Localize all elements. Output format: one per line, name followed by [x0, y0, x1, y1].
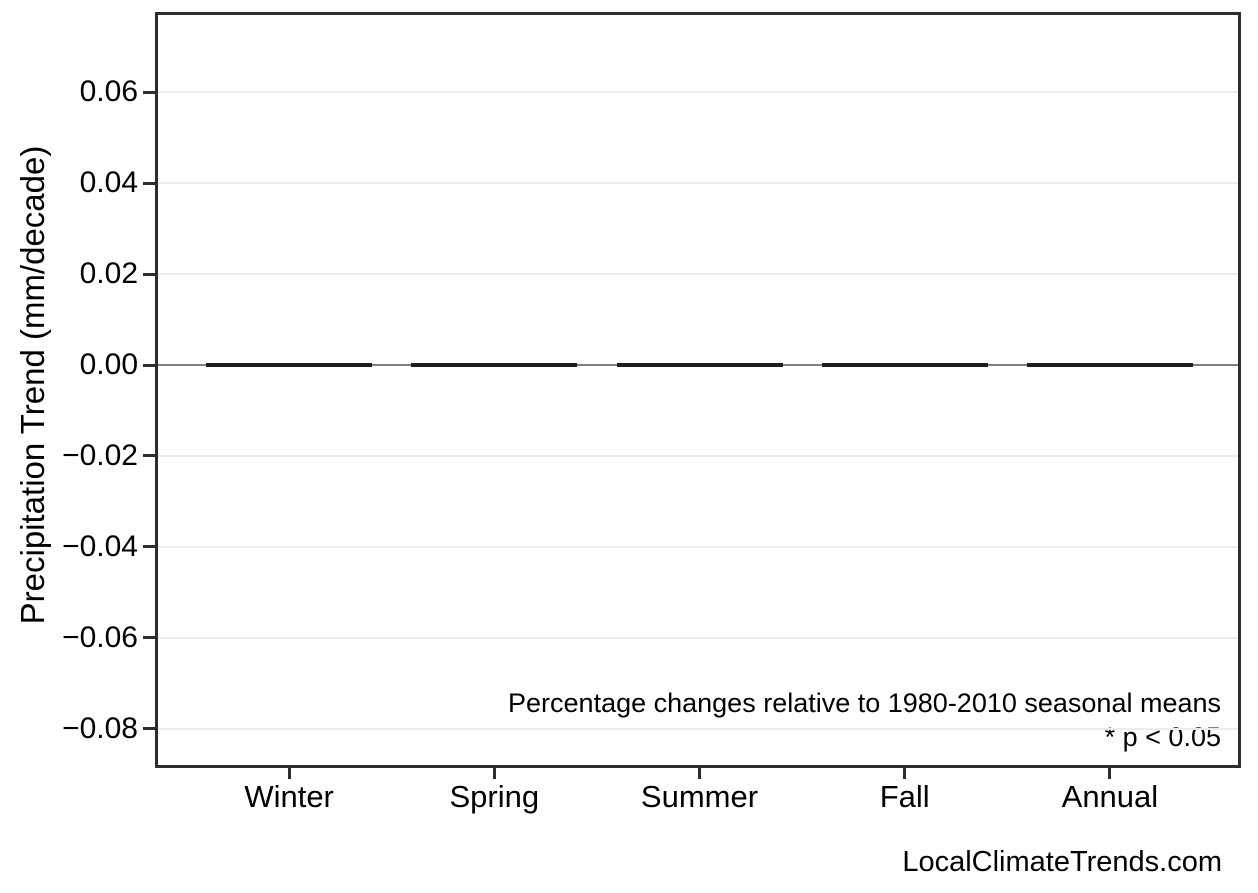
y-axis-tick [143, 363, 155, 367]
bar-winter [206, 363, 373, 367]
x-axis-tick [492, 768, 496, 779]
x-axis-tick-label: Fall [879, 779, 930, 814]
y-axis-tick [143, 272, 155, 276]
annotation-block: Percentage changes relative to 1980-2010… [508, 686, 1221, 754]
y-axis-tick [143, 727, 155, 731]
y-axis-tick-label: 0.00 [79, 348, 138, 381]
y-axis-tick [143, 454, 155, 458]
gridline [158, 454, 1238, 457]
y-axis-tick-label: −0.04 [62, 529, 138, 563]
y-axis-tick-label: −0.02 [62, 438, 138, 472]
y-axis-tick-label: −0.08 [62, 711, 138, 745]
y-axis-tick [143, 545, 155, 549]
y-axis-tick-label: 0.06 [79, 75, 138, 109]
bar-annual [1026, 363, 1193, 367]
x-axis-tick [287, 768, 291, 779]
x-axis-tick-label: Winter [244, 779, 334, 814]
bar-summer [616, 363, 783, 367]
y-axis-tick-label: 0.02 [79, 257, 138, 291]
gridline [158, 273, 1238, 276]
watermark-text: LocalClimateTrends.com [902, 846, 1222, 878]
x-axis-tick-label: Annual [1061, 779, 1159, 814]
gridline [158, 91, 1238, 94]
y-axis-tick-label: −0.06 [62, 620, 138, 654]
gridline [158, 636, 1238, 639]
gridline [158, 182, 1238, 185]
y-axis-tick-label: 0.04 [79, 166, 138, 200]
y-axis-tick [143, 181, 155, 185]
x-axis-tick [903, 768, 907, 779]
y-axis-tick [143, 90, 155, 94]
plot-panel: Percentage changes relative to 1980-2010… [155, 12, 1241, 768]
bar-fall [821, 363, 988, 367]
gridline [158, 727, 1238, 730]
x-axis-tick [1108, 768, 1112, 779]
x-axis-tick-label: Spring [449, 779, 540, 814]
x-axis-tick-label: Summer [640, 779, 759, 814]
annotation-line-1: Percentage changes relative to 1980-2010… [508, 688, 1221, 718]
bar-spring [411, 363, 578, 367]
y-axis-tick [143, 636, 155, 640]
annotation-line-2: * p < 0.05 [1104, 722, 1221, 752]
x-axis-tick [698, 768, 701, 779]
gridline [158, 545, 1238, 548]
